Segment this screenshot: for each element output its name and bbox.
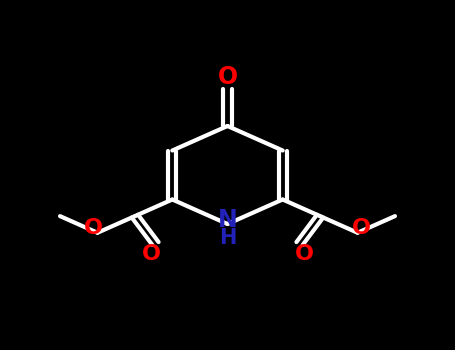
Text: O: O: [217, 65, 238, 89]
Text: O: O: [142, 244, 160, 264]
Text: N: N: [217, 208, 238, 232]
Text: O: O: [84, 217, 103, 238]
Text: H: H: [219, 228, 236, 248]
Text: O: O: [295, 244, 313, 264]
Text: O: O: [352, 217, 371, 238]
